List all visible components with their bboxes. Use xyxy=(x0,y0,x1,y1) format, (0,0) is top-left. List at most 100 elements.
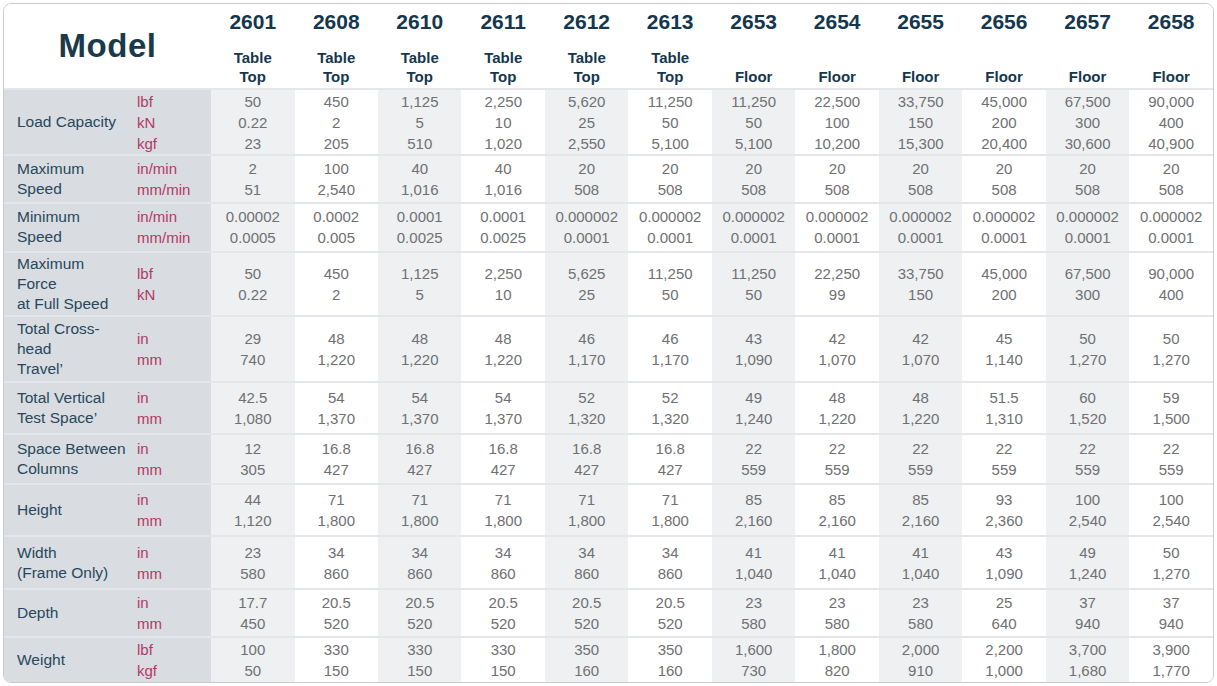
spec-value-cell: 85 2,160 xyxy=(879,483,962,535)
spec-value-cell: 0.000002 0.0001 xyxy=(712,202,795,250)
model-column-header-inner: 2613 Table Top xyxy=(628,4,711,88)
spec-value-cell: 42.5 1,080 xyxy=(211,381,294,433)
spec-value-cell: 90,000 400 xyxy=(1129,251,1213,315)
model-column-header: 2653 Floor xyxy=(712,4,795,88)
model-column-header-inner: 2601Table Top xyxy=(211,4,294,88)
spec-row: Width (Frame Only)in mm23 58034 86034 86… xyxy=(4,535,1213,587)
spec-value-cell: 2,250 10 1,020 xyxy=(461,88,544,154)
spec-value-cell: 1,600 730 xyxy=(712,636,795,682)
spec-value-cell: 52 1,320 xyxy=(545,381,628,433)
spec-value-cell: 0.0001 0.0025 xyxy=(461,202,544,250)
model-column-header: 2613 Table Top xyxy=(628,4,711,88)
spec-value-cell: 48 1,220 xyxy=(795,381,878,433)
spec-value-cell: 2,250 10 xyxy=(461,251,544,315)
model-mount-type: Floor xyxy=(1069,67,1107,88)
spec-value-cell: 67,500 300 xyxy=(1046,251,1129,315)
spec-row-units: in/min mm/min xyxy=(131,202,211,250)
spec-value-cell: 37 940 xyxy=(1046,588,1129,636)
model-mount-type: Table Top xyxy=(568,48,606,88)
model-column-header-inner: 2654Floor xyxy=(795,4,878,88)
spec-value-cell: 33,750 150 xyxy=(879,251,962,315)
spec-value-cell: 42 1,070 xyxy=(795,315,878,381)
spec-value-cell: 11,250 50 xyxy=(628,251,711,315)
model-column-header: 2611 Table Top xyxy=(461,4,544,88)
spec-value-cell: 34 860 xyxy=(378,535,461,587)
spec-value-cell: 0.000002 0.0001 xyxy=(628,202,711,250)
spec-value-cell: 48 1,220 xyxy=(295,315,378,381)
spec-row-units: in/min mm/min xyxy=(131,154,211,202)
spec-value-cell: 20 508 xyxy=(1046,154,1129,202)
spec-sheet-page: Model 2601Table Top2608Table Top2610Tabl… xyxy=(0,0,1217,686)
spec-value-cell: 44 1,120 xyxy=(211,483,294,535)
model-number: 2613 xyxy=(647,10,694,34)
spec-value-cell: 16.8 427 xyxy=(295,433,378,483)
spec-value-cell: 22,250 99 xyxy=(795,251,878,315)
spec-row-units: in mm xyxy=(131,381,211,433)
spec-value-cell: 0.0002 0.005 xyxy=(295,202,378,250)
spec-value-cell: 1,125 5 xyxy=(378,251,461,315)
spec-value-cell: 71 1,800 xyxy=(628,483,711,535)
model-column-header: 2654Floor xyxy=(795,4,878,88)
spec-value-cell: 52 1,320 xyxy=(628,381,711,433)
model-number: 2653 xyxy=(730,10,777,34)
model-column-header-inner: 2610Table Top xyxy=(378,4,461,88)
spec-value-cell: 20.5 520 xyxy=(628,588,711,636)
model-mount-type: Floor xyxy=(902,67,940,88)
spec-row-units: in mm xyxy=(131,433,211,483)
spec-row-units: in mm xyxy=(131,588,211,636)
spec-value-cell: 0.000002 0.0001 xyxy=(962,202,1045,250)
spec-row-units: in mm xyxy=(131,315,211,381)
spec-row-label: Minimum Speed xyxy=(4,202,131,250)
spec-value-cell: 41 1,040 xyxy=(712,535,795,587)
spec-value-cell: 100 2,540 xyxy=(295,154,378,202)
model-number: 2611 xyxy=(480,10,526,34)
spec-value-cell: 3,900 1,770 xyxy=(1129,636,1213,682)
spec-value-cell: 50 1,270 xyxy=(1129,315,1213,381)
model-header-row: Model 2601Table Top2608Table Top2610Tabl… xyxy=(4,4,1213,88)
model-number: 2654 xyxy=(814,10,861,34)
spec-value-cell: 25 640 xyxy=(962,588,1045,636)
model-mount-type: Floor xyxy=(735,67,773,88)
spec-value-cell: 34 860 xyxy=(295,535,378,587)
spec-row: Weightlbf kgf100 50330 150330 150330 150… xyxy=(4,636,1213,682)
model-column-header-inner: 2658Floor xyxy=(1129,4,1213,88)
model-column-header: 2601Table Top xyxy=(211,4,294,88)
spec-table-header: Model 2601Table Top2608Table Top2610Tabl… xyxy=(4,4,1213,88)
spec-row: Heightin mm44 1,12071 1,80071 1,80071 1,… xyxy=(4,483,1213,535)
spec-value-cell: 45,000 200 20,400 xyxy=(962,88,1045,154)
spec-row: Minimum Speedin/min mm/min0.00002 0.0005… xyxy=(4,202,1213,250)
spec-value-cell: 67,500 300 30,600 xyxy=(1046,88,1129,154)
spec-value-cell: 0.0001 0.0025 xyxy=(378,202,461,250)
spec-table-body: Load Capacitylbf kN kgf50 0.22 23450 2 2… xyxy=(4,88,1213,682)
spec-value-cell: 34 860 xyxy=(628,535,711,587)
spec-value-cell: 20.5 520 xyxy=(461,588,544,636)
spec-row-label: Total Vertical Test Space’ xyxy=(4,381,131,433)
model-mount-type: Table Top xyxy=(484,48,522,88)
spec-value-cell: 49 1,240 xyxy=(712,381,795,433)
spec-row-units: in mm xyxy=(131,483,211,535)
spec-value-cell: 22,500 100 10,200 xyxy=(795,88,878,154)
spec-value-cell: 0.000002 0.0001 xyxy=(1129,202,1213,250)
model-column-header: 2610Table Top xyxy=(378,4,461,88)
spec-value-cell: 85 2,160 xyxy=(712,483,795,535)
spec-value-cell: 16.8 427 xyxy=(545,433,628,483)
spec-row-label: Weight xyxy=(4,636,131,682)
spec-row-label: Depth xyxy=(4,588,131,636)
spec-value-cell: 50 1,270 xyxy=(1129,535,1213,587)
spec-value-cell: 22 559 xyxy=(962,433,1045,483)
spec-value-cell: 16.8 427 xyxy=(628,433,711,483)
spec-table: Model 2601Table Top2608Table Top2610Tabl… xyxy=(3,3,1214,683)
spec-value-cell: 16.8 427 xyxy=(461,433,544,483)
spec-value-cell: 48 1,220 xyxy=(879,381,962,433)
spec-value-cell: 46 1,170 xyxy=(545,315,628,381)
spec-row-label: Maximum Speed xyxy=(4,154,131,202)
model-mount-type: Table Top xyxy=(651,48,689,88)
spec-value-cell: 45,000 200 xyxy=(962,251,1045,315)
model-column-header: 2608Table Top xyxy=(295,4,378,88)
spec-value-cell: 20 508 xyxy=(795,154,878,202)
model-column-header: 2657Floor xyxy=(1046,4,1129,88)
spec-row-units: lbf kgf xyxy=(131,636,211,682)
spec-row: Total Vertical Test Space’in mm42.5 1,08… xyxy=(4,381,1213,433)
spec-value-cell: 59 1,500 xyxy=(1129,381,1213,433)
model-mount-type: Floor xyxy=(1152,67,1190,88)
